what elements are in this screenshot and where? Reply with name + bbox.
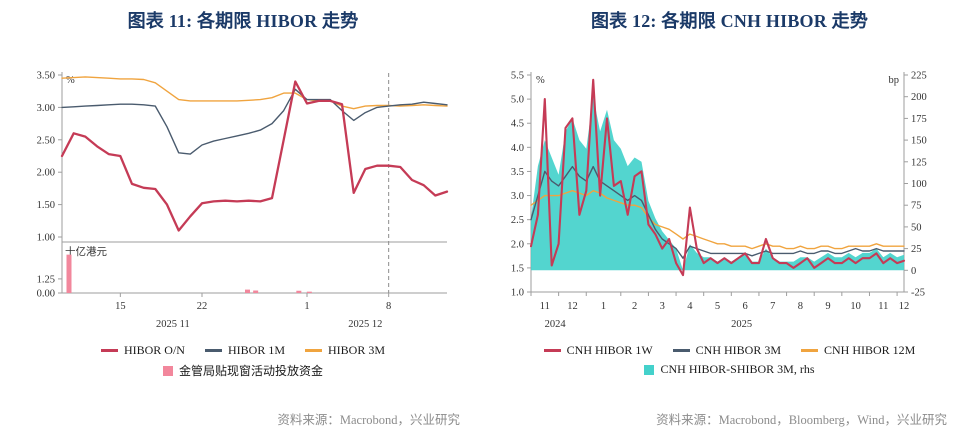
svg-text:2025 12: 2025 12	[348, 319, 382, 330]
svg-text:15: 15	[115, 301, 126, 312]
cnh-12m-line-swatch	[801, 349, 818, 352]
svg-text:%: %	[536, 75, 545, 86]
chart-title-cnh-hibor: 图表 12: 各期限 CNH HIBOR 走势	[590, 11, 869, 31]
legend-cnh-hibor: CNH HIBOR 1W CNH HIBOR 3M CNH HIBOR 12M …	[486, 341, 973, 379]
svg-text:11: 11	[540, 301, 550, 312]
legend-label-cnh-1w: CNH HIBOR 1W	[566, 343, 653, 357]
legend-item-cnh-3m: CNH HIBOR 3M	[672, 343, 781, 358]
svg-text:2025 11: 2025 11	[156, 319, 190, 330]
svg-text:3: 3	[660, 301, 665, 312]
svg-text:1.25: 1.25	[37, 274, 55, 285]
svg-text:2025: 2025	[731, 319, 752, 330]
legend-label-hibor-3m: HIBOR 3M	[328, 343, 386, 357]
legend-item-hibor-on: HIBOR O/N	[100, 343, 185, 358]
legend-label-hibor-on: HIBOR O/N	[123, 343, 185, 357]
svg-text:200: 200	[911, 92, 927, 103]
svg-text:5: 5	[715, 301, 720, 312]
svg-text:-25: -25	[911, 288, 925, 299]
hkma-funds-bar-swatch	[162, 365, 173, 376]
svg-text:12: 12	[567, 301, 578, 312]
chart-title-hibor: 图表 11: 各期限 HIBOR 走势	[127, 11, 359, 31]
hibor-1m-line-swatch	[204, 349, 222, 352]
svg-text:1.50: 1.50	[37, 200, 55, 211]
svg-text:50: 50	[911, 222, 922, 233]
hibor-3m-line-swatch	[305, 349, 322, 352]
legend-label-hibor-1m: HIBOR 1M	[227, 343, 285, 357]
svg-text:4.0: 4.0	[511, 143, 524, 154]
legend-item-cnh-12m: CNH HIBOR 12M	[801, 343, 915, 358]
cnh-hibor-chart: 1.01.52.02.53.03.54.04.55.05.5-250255075…	[511, 71, 927, 331]
legend-label-hkma-funds: 金管局贴现窗活动投放资金	[178, 364, 323, 378]
svg-text:10: 10	[850, 301, 861, 312]
svg-text:75: 75	[911, 201, 922, 212]
svg-text:25: 25	[911, 244, 922, 255]
svg-text:2.00: 2.00	[37, 168, 55, 179]
svg-text:175: 175	[911, 114, 927, 125]
svg-text:2.50: 2.50	[37, 135, 55, 146]
svg-text:12: 12	[899, 301, 910, 312]
legend-item-hibor-3m: HIBOR 3M	[305, 343, 385, 358]
svg-text:225: 225	[911, 71, 927, 82]
svg-text:3.50: 3.50	[37, 71, 55, 82]
cnh-3m-line-swatch	[672, 349, 690, 352]
svg-text:bp: bp	[889, 75, 900, 86]
svg-text:8: 8	[798, 301, 803, 312]
svg-text:150: 150	[911, 136, 927, 147]
svg-text:2024: 2024	[545, 319, 567, 330]
legend-hibor: HIBOR O/N HIBOR 1M HIBOR 3M 金管局贴现窗活动投放资金	[0, 341, 486, 381]
chart-panel-hibor: 图表 11: 各期限 HIBOR 走势 3.50 3.00 2.50 2.00 1.50…	[0, 0, 486, 438]
svg-text:4: 4	[687, 301, 693, 312]
svg-text:%: %	[66, 75, 75, 86]
svg-text:1.00: 1.00	[37, 233, 55, 244]
hibor-on-line-swatch	[100, 349, 118, 352]
svg-text:11: 11	[878, 301, 888, 312]
svg-text:5.5: 5.5	[511, 71, 524, 82]
legend-item-hibor-1m: HIBOR 1M	[204, 343, 285, 358]
spread-area-swatch	[644, 364, 655, 375]
chart-panel-cnh-hibor: 图表 12: 各期限 CNH HIBOR 走势 1.0 1.5 2.0 2.5 3.0 3…	[486, 0, 973, 438]
legend-row-lines: HIBOR O/N HIBOR 1M HIBOR 3M	[100, 343, 385, 358]
svg-text:4.5: 4.5	[511, 119, 524, 130]
svg-text:2: 2	[632, 301, 637, 312]
svg-text:十亿港元: 十亿港元	[65, 245, 107, 258]
svg-text:1.0: 1.0	[511, 288, 524, 299]
legend-item-spread-area: CNH HIBOR-SHIBOR 3M, rhs	[644, 362, 815, 377]
svg-text:6: 6	[743, 301, 748, 312]
legend-item-hkma-funds: 金管局贴现窗活动投放资金	[162, 362, 323, 379]
svg-text:8: 8	[386, 301, 391, 312]
svg-text:0.00: 0.00	[37, 289, 55, 300]
cnh-1w-line-swatch	[543, 349, 561, 352]
source-note-cnh-hibor: 资料来源：Macrobond，Bloomberg，Wind，兴业研究	[656, 413, 947, 427]
svg-text:7: 7	[770, 301, 775, 312]
svg-text:5.0: 5.0	[511, 95, 524, 106]
svg-text:3.5: 3.5	[511, 167, 524, 178]
source-note-hibor: 资料来源：Macrobond，兴业研究	[277, 413, 460, 427]
hibor-chart: 3.50 3.00 2.50 2.00 1.50 1.00 1.25 0.00 15 22 1 8 20…	[37, 71, 449, 330]
svg-text:100: 100	[911, 179, 927, 190]
legend-row-area: CNH HIBOR-SHIBOR 3M, rhs	[644, 362, 815, 377]
legend-label-cnh-12m: CNH HIBOR 12M	[824, 343, 916, 357]
svg-text:22: 22	[197, 301, 208, 312]
legend-row-lines: CNH HIBOR 1W CNH HIBOR 3M CNH HIBOR 12M	[543, 343, 915, 358]
svg-text:1: 1	[304, 301, 309, 312]
svg-text:2.0: 2.0	[511, 239, 524, 250]
legend-label-cnh-3m: CNH HIBOR 3M	[695, 343, 781, 357]
svg-text:1.5: 1.5	[511, 263, 524, 274]
legend-item-cnh-1w: CNH HIBOR 1W	[543, 343, 653, 358]
svg-text:0: 0	[911, 266, 916, 277]
svg-text:1: 1	[601, 301, 606, 312]
svg-text:3.0: 3.0	[511, 191, 524, 202]
svg-text:3.00: 3.00	[37, 103, 55, 114]
svg-text:125: 125	[911, 157, 927, 168]
svg-text:9: 9	[825, 301, 830, 312]
svg-text:2.5: 2.5	[511, 215, 524, 226]
legend-label-spread-area: CNH HIBOR-SHIBOR 3M, rhs	[660, 362, 815, 376]
legend-row-bars: 金管局贴现窗活动投放资金	[162, 362, 323, 379]
